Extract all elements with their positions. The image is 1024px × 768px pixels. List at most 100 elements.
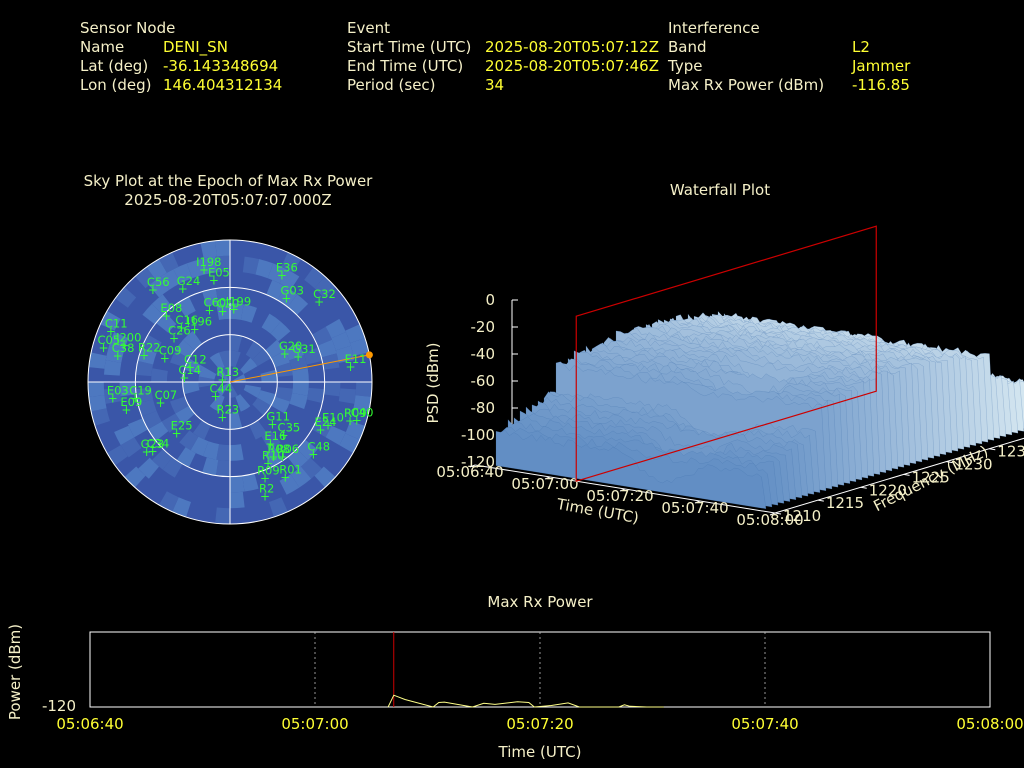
satellite-label: C19 [129, 384, 152, 398]
sensor-lon-value: 146.404312134 [163, 76, 283, 94]
sky-plot-cell [146, 259, 167, 280]
satellite-label: R13 [216, 365, 239, 379]
sky-plot-cell [105, 345, 125, 363]
sky-plot-cell [151, 294, 173, 316]
satellite-label: C40 [351, 406, 374, 420]
satellite-c05: +C05 [98, 333, 121, 355]
time-tick [469, 464, 476, 468]
sky-plot-cell [169, 396, 190, 414]
satellite-marker: + [267, 417, 277, 431]
satellite-e09: +E09 [120, 395, 142, 417]
psd-axis-label: PSD (dBm) [424, 342, 442, 423]
satellite-marker: + [113, 349, 123, 363]
psd-tick-label: -20 [471, 318, 496, 336]
sky-plot-cell [202, 288, 219, 307]
sky-plot-cell [215, 240, 230, 257]
sky-plot-cell [109, 332, 129, 351]
satellite-marker: + [260, 490, 270, 504]
satellite-c09: +C09 [159, 343, 182, 365]
sky-plot-cell [242, 473, 259, 492]
event-start-value: 2025-08-20T05:07:12Z [485, 38, 659, 56]
type-value: Jammer [852, 57, 911, 75]
satellite-i198: +I198 [196, 255, 221, 277]
sky-plot-cell [339, 433, 360, 453]
sensor-lat-label: Lat (deg) [80, 57, 149, 75]
sky-plot-cell [200, 256, 218, 275]
satellite-marker: + [229, 303, 239, 317]
satellite-c48: +C48 [307, 439, 330, 461]
sky-plot-cell [107, 445, 128, 466]
band-value: L2 [852, 38, 870, 56]
satellite-label: G20 [279, 339, 303, 353]
satellite-marker: + [316, 423, 326, 437]
sky-plot-cell [303, 347, 323, 365]
sky-plot-cell [198, 366, 217, 380]
sky-plot-cell [176, 447, 196, 468]
sky-plot-cell [240, 357, 258, 375]
psd-tick-label: -100 [461, 426, 495, 444]
sky-plot-cell [215, 460, 230, 477]
sky-plot-cell [255, 259, 274, 279]
sky-plot-cell [175, 339, 195, 359]
sky-plot-cell [137, 347, 157, 365]
satellite-g03: +G03 [280, 283, 304, 305]
sky-plot-cell [175, 405, 195, 425]
satellite-label: E09 [120, 395, 142, 409]
satellite-marker: + [190, 323, 200, 337]
band-label: Band [668, 38, 707, 56]
satellite-label: E16 [264, 429, 286, 443]
satellite-label: C60 [204, 296, 227, 310]
sky-plot-cell [277, 286, 298, 307]
sky-plot-epoch-text: 2025-08-20T05:07:07.000Z [124, 191, 332, 209]
satellite-marker: + [265, 437, 275, 451]
satellite-label: C34 [147, 437, 170, 451]
frequency-tick-label: 1220 [869, 481, 907, 499]
sky-plot-cell [249, 420, 268, 440]
max-rx-power-time-tick: 05:08:00 [956, 715, 1023, 733]
satellite-marker: + [277, 450, 287, 464]
sky-plot-cell [279, 474, 300, 495]
sky-plot-cell [216, 382, 230, 396]
satellite-marker: + [268, 450, 278, 464]
max-rx-power-value: -116.85 [852, 76, 910, 94]
psd-tick-label: -60 [471, 372, 496, 390]
sky-plot-cell [230, 444, 244, 461]
satellite-e03: +E03 [107, 383, 129, 405]
satellite-i199: +I199 [226, 295, 251, 317]
satellite-label: C09 [159, 343, 182, 357]
satellite-label: I198 [196, 255, 221, 269]
satellite-e25: +E25 [171, 419, 193, 441]
sky-plot-cell [230, 412, 243, 430]
satellite-label: G24 [177, 274, 201, 288]
sky-plot-cell [169, 350, 190, 368]
sky-plot-cell [289, 392, 308, 409]
psd-tick-label: -40 [471, 345, 496, 363]
satellite-marker: + [108, 391, 118, 405]
satellite-c11: +C11 [105, 316, 128, 338]
waterfall-frequency-axis [774, 437, 1024, 514]
sky-plot-cell [245, 341, 264, 360]
satellite-e11: +E11 [345, 352, 367, 374]
satellite-marker: + [263, 457, 273, 471]
sky-plot-cell [260, 369, 278, 382]
sky-plot-cell [114, 425, 135, 446]
sensor-name-value: DENI_SN [163, 38, 228, 56]
sky-plot-cell [287, 448, 309, 470]
satellite-label: C16 [175, 313, 198, 327]
waterfall-slice [495, 429, 767, 510]
satellite-label: C20 [217, 296, 240, 310]
sky-plot-cell [338, 388, 357, 404]
satellite-label: C14 [178, 363, 201, 377]
sky-plot-cell [284, 342, 305, 361]
satellite-marker: + [161, 309, 171, 323]
sky-plot-cell [120, 437, 142, 458]
satellite-marker: + [346, 360, 356, 374]
psd-tick-label: -80 [471, 399, 496, 417]
max-rx-power-y-label: Power (dBm) [6, 624, 24, 720]
max-rx-power-x-label: Time (UTC) [498, 743, 582, 761]
sky-plot-cell [88, 382, 105, 397]
time-tick-label: 05:07:20 [586, 487, 653, 505]
satellite-label: E36 [276, 261, 298, 275]
